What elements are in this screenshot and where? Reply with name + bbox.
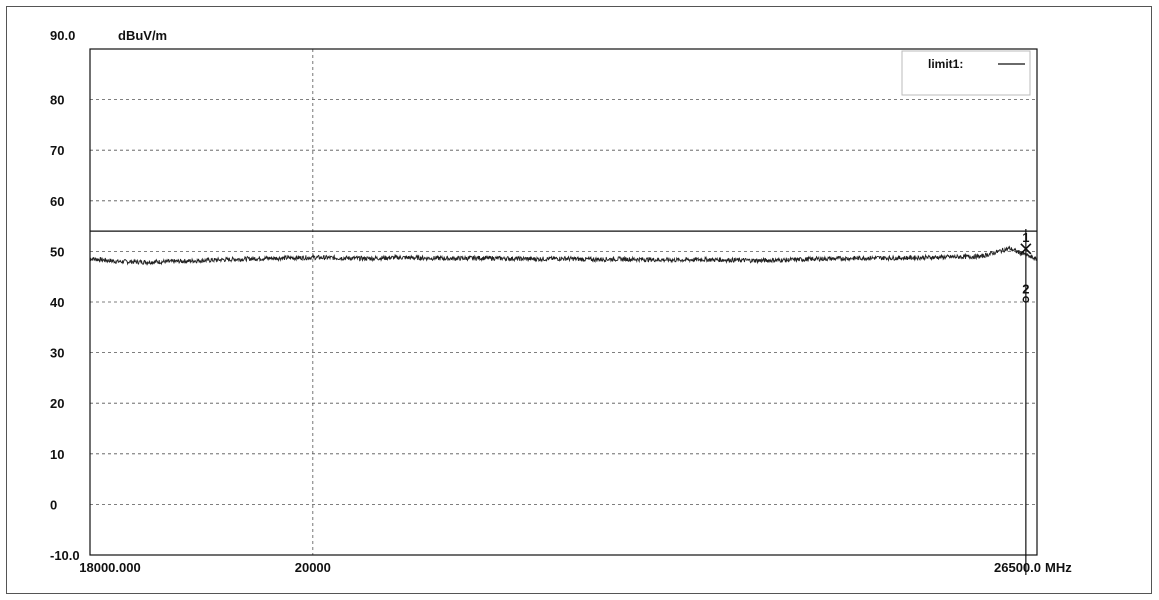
y-tick-label: 50 (50, 244, 64, 259)
y-tick-label: 80 (50, 93, 64, 108)
x-tick-label: 26500.0 (994, 560, 1041, 575)
series-layer (89, 245, 1038, 266)
plot-area-border (89, 48, 1038, 556)
y-tick-label: 70 (50, 143, 64, 158)
y-tick-label: 20 (50, 396, 64, 411)
x-unit-label: MHz (1045, 560, 1072, 575)
y-tick-label: 0 (50, 497, 57, 512)
series-line (89, 245, 1038, 266)
y-tick-label: 30 (50, 346, 64, 361)
y-tick-label: 40 (50, 295, 64, 310)
y-tick-label: 10 (50, 447, 64, 462)
marker-layer: 12 (1020, 229, 1032, 575)
chart-frame (6, 6, 1152, 594)
x-tick-label: 18000.000 (79, 560, 140, 575)
marker-2-circle (1022, 296, 1030, 303)
marker-2-label: 2 (1022, 281, 1029, 296)
y-unit-label: dBuV/m (118, 28, 167, 43)
y-tick-label: 60 (50, 194, 64, 209)
x-tick-label: 20000 (295, 560, 331, 575)
grid-lines (90, 49, 1037, 555)
y-tick-label: -10.0 (50, 548, 80, 563)
legend-limit1-label: limit1: (928, 57, 963, 71)
marker-1-label: 1 (1022, 230, 1029, 245)
legend-box (901, 50, 1031, 96)
marker-1-cross (1020, 243, 1032, 255)
y-top-label: 90.0 (50, 28, 75, 43)
legend: limit1: (901, 50, 1031, 96)
